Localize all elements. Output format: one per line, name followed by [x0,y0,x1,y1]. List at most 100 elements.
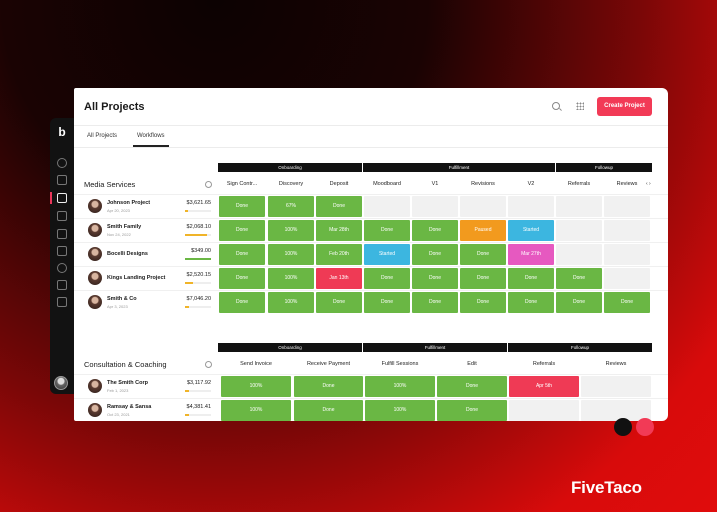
status-cell[interactable]: 100% [365,400,435,421]
status-cell[interactable]: Done [316,292,362,313]
chat-icon[interactable] [57,211,67,221]
project-row[interactable]: Bocelli Designs $349.00 Done 100% Feb 20th St… [74,243,668,267]
status-cell[interactable]: Done [604,292,650,313]
status-cell[interactable]: Done [219,244,265,265]
column-header[interactable]: Edit [467,361,477,367]
status-cell[interactable]: 100% [221,376,291,397]
status-cell[interactable]: Done [412,244,458,265]
status-cell[interactable]: Done [508,268,554,289]
column-header[interactable]: Referrals [532,361,556,367]
project-row[interactable]: Smith & Co Apr 3, 2023 $7,046.20 Done 100% Do… [74,291,668,315]
create-project-button[interactable]: Create Project [597,97,652,116]
status-cell[interactable]: Done [364,268,410,289]
status-cell-empty[interactable] [604,220,650,241]
column-header[interactable]: Reviews [605,361,627,367]
status-cell[interactable]: Mar 28th [316,220,362,241]
status-cell[interactable]: Done [316,196,362,217]
search-icon[interactable] [552,102,560,110]
status-cell[interactable]: Jan 13th [316,268,362,289]
status-cell[interactable]: Feb 20th [316,244,362,265]
chat-bubble-icon[interactable] [614,418,632,436]
projects-icon[interactable] [57,193,67,203]
status-cell-empty[interactable] [556,244,602,265]
project-name[interactable]: Smith & Co [107,296,137,302]
tab-all-projects[interactable]: All Projects [87,133,118,139]
project-name[interactable]: Smith Family [107,224,142,230]
column-header[interactable]: Fulfill Sessions [381,361,419,367]
column-header[interactable]: V1 [431,181,439,187]
column-header[interactable]: Reviews [616,181,638,187]
status-cell[interactable]: 100% [365,376,435,397]
status-cell[interactable]: Started [508,220,554,241]
project-row[interactable]: Ramsay & Sansa Oct 23, 2021 $4,381.41 100% D… [74,399,668,421]
app-logo-icon[interactable]: b [58,125,66,139]
settings-gear-icon[interactable] [205,181,212,188]
status-cell[interactable]: Done [412,292,458,313]
grid-menu-icon[interactable] [576,102,584,110]
column-header[interactable]: Discovery [278,181,304,187]
status-cell-empty[interactable] [508,196,554,217]
column-header[interactable]: Receive Payment [306,361,351,367]
inbox-icon[interactable] [57,229,67,239]
filter-icon[interactable] [57,175,67,185]
status-cell-empty[interactable] [604,244,650,265]
status-cell[interactable]: Done [219,292,265,313]
project-row[interactable]: The Smith Corp Feb 1, 2023 $3,117.92 100% Do… [74,375,668,399]
status-cell[interactable]: Done [508,292,554,313]
status-cell-empty[interactable] [364,196,410,217]
status-cell[interactable]: Done [364,292,410,313]
calendar-icon[interactable] [57,280,67,290]
tab-workflows[interactable]: Workflows [133,133,169,147]
status-cell[interactable]: 100% [268,268,314,289]
user-avatar[interactable] [54,376,68,390]
status-cell-empty[interactable] [460,196,506,217]
project-name[interactable]: Kings Landing Project [107,275,166,281]
status-cell-empty[interactable] [509,400,579,421]
status-cell-empty[interactable] [604,268,650,289]
status-cell[interactable]: 67% [268,196,314,217]
status-cell-empty[interactable] [556,220,602,241]
column-header[interactable]: V2 [527,181,535,187]
status-cell[interactable]: Done [412,268,458,289]
project-row[interactable]: Johnson Project Apr 20, 2023 $3,621.65 Done… [74,195,668,219]
project-name[interactable]: Ramsay & Sansa [107,404,152,410]
settings-gear-icon[interactable] [205,361,212,368]
project-row[interactable]: Kings Landing Project $2,520.15 Done 100% Ja… [74,267,668,291]
status-cell[interactable]: Done [460,268,506,289]
column-header[interactable]: Referrals [567,181,591,187]
status-cell[interactable]: Done [437,376,507,397]
status-cell-empty[interactable] [604,196,650,217]
status-cell-empty[interactable] [412,196,458,217]
scroll-arrows-icon[interactable]: ‹ › [646,181,651,187]
status-cell[interactable]: Done [219,268,265,289]
status-cell-empty[interactable] [556,196,602,217]
status-cell[interactable]: Apr 5th [509,376,579,397]
column-header[interactable]: Deposit [329,181,349,187]
grid-icon[interactable] [57,297,67,307]
status-cell[interactable]: 100% [268,220,314,241]
project-name[interactable]: Bocelli Designs [107,251,148,257]
status-cell[interactable]: Started [364,244,410,265]
status-cell-empty[interactable] [581,376,651,397]
status-cell[interactable]: Done [460,244,506,265]
people-icon[interactable] [57,263,67,273]
project-name[interactable]: The Smith Corp [107,380,148,386]
column-header[interactable]: Moodboard [373,181,401,187]
status-cell[interactable]: 100% [268,292,314,313]
status-cell[interactable]: Done [219,220,265,241]
status-cell[interactable]: Mar 27th [508,244,554,265]
column-header[interactable]: Sign Contr... [226,181,258,187]
status-cell[interactable]: Done [294,400,363,421]
status-cell[interactable]: 100% [268,244,314,265]
status-cell[interactable]: Done [460,292,506,313]
column-header[interactable]: Revisions [471,181,495,187]
status-cell[interactable]: Done [556,268,602,289]
project-row[interactable]: Smith Family Nov 24, 2022 $2,068.10 Done 100… [74,219,668,243]
status-cell[interactable]: Done [556,292,602,313]
project-name[interactable]: Johnson Project [107,200,151,206]
help-bubble-icon[interactable] [636,418,654,436]
status-cell[interactable]: Paused [460,220,506,241]
status-cell[interactable]: Done [294,376,363,397]
status-cell-empty[interactable] [581,400,651,421]
status-cell[interactable]: Done [437,400,507,421]
